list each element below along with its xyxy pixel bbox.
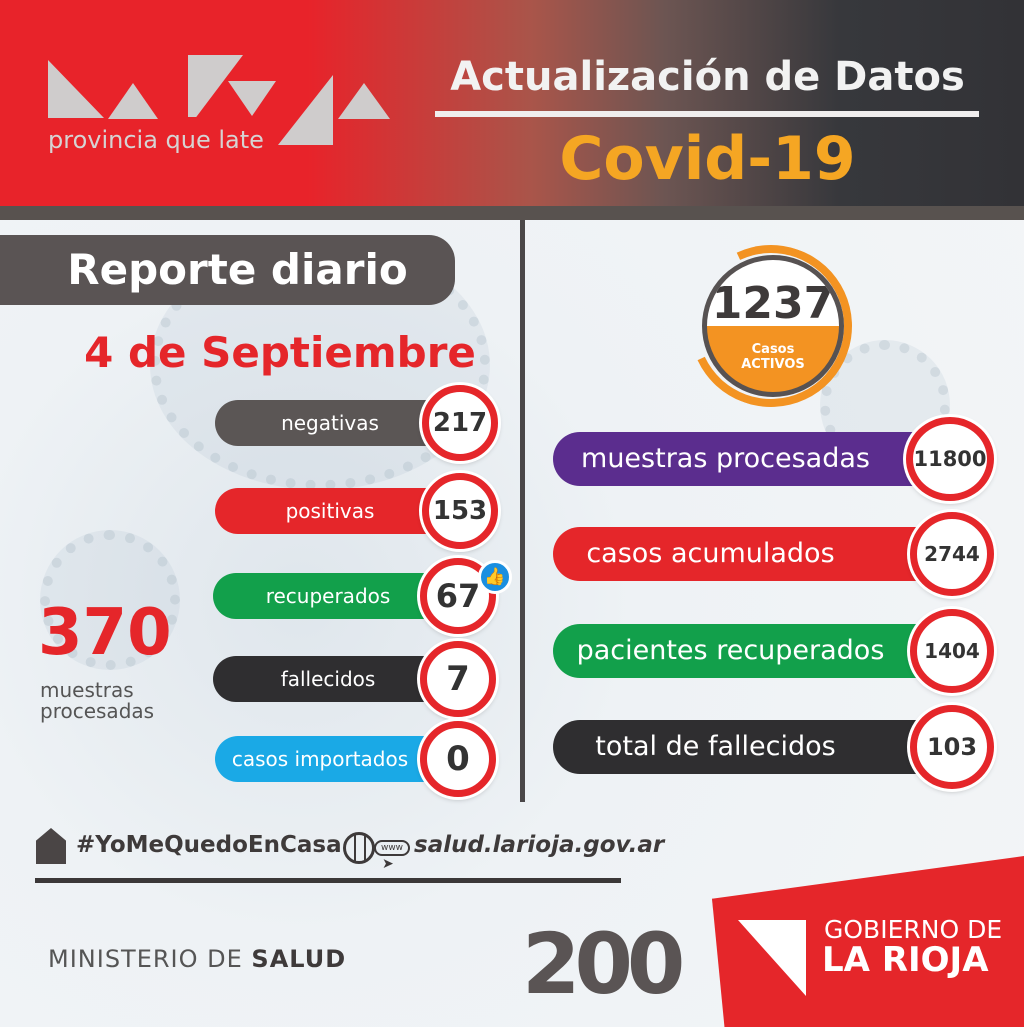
header-banner bbox=[0, 0, 1024, 206]
stat-casos-importados: casos importados bbox=[215, 736, 445, 782]
stat-value: 7 bbox=[420, 641, 496, 717]
ministry-bold: SALUD bbox=[251, 945, 347, 973]
total-casos-acumulados: casos acumulados bbox=[553, 527, 938, 581]
active-label-1: Casos bbox=[751, 342, 795, 357]
stat-label: total de fallecidos bbox=[595, 731, 836, 762]
active-label-2: ACTIVOS bbox=[741, 357, 805, 372]
footer-divider bbox=[35, 878, 621, 883]
stat-value: 217 bbox=[422, 385, 498, 461]
www-icon: www bbox=[374, 840, 410, 856]
stat-label: recuperados bbox=[265, 584, 391, 608]
stat-value: 2744 bbox=[910, 512, 994, 596]
stat-label: muestras procesadas bbox=[581, 443, 870, 474]
total-pacientes-recuperados: pacientes recuperados bbox=[553, 624, 938, 678]
total-muestras-procesadas: muestras procesadas bbox=[553, 432, 938, 486]
column-divider bbox=[520, 220, 525, 802]
total-fallecidos: total de fallecidos bbox=[553, 720, 938, 774]
stat-label: fallecidos bbox=[280, 667, 376, 691]
active-cases-badge: 1237 Casos ACTIVOS bbox=[702, 255, 844, 397]
la-rioja-logo bbox=[48, 55, 393, 145]
active-cases-label: Casos ACTIVOS bbox=[707, 342, 839, 372]
stat-value: 0 bbox=[420, 721, 496, 797]
subtitle: Covid-19 bbox=[559, 124, 856, 194]
stat-recuperados: recuperados bbox=[213, 573, 443, 619]
report-date: 4 de Septiembre bbox=[84, 328, 476, 377]
stat-label: positivas bbox=[285, 499, 375, 523]
stat-label: casos importados bbox=[231, 747, 409, 771]
government-line-1: GOBIERNO DE bbox=[824, 915, 1003, 944]
stat-value: 153 bbox=[422, 473, 498, 549]
stat-label: casos acumulados bbox=[586, 538, 835, 569]
daily-total-label: muestras procesadas bbox=[40, 678, 155, 723]
title-divider bbox=[435, 111, 979, 117]
stat-label: negativas bbox=[281, 411, 379, 435]
globe-icon bbox=[343, 832, 375, 864]
daily-report-heading: Reporte diario bbox=[0, 235, 455, 305]
thumbs-up-icon: 👍 bbox=[478, 560, 512, 594]
stat-value: 1404 bbox=[910, 609, 994, 693]
ministry-light: MINISTERIO DE bbox=[48, 945, 252, 973]
logo-tagline: provincia que late bbox=[48, 126, 264, 154]
stat-label: pacientes recuperados bbox=[576, 635, 885, 666]
active-cases-value: 1237 bbox=[711, 278, 835, 329]
stat-negativas: negativas bbox=[215, 400, 445, 446]
header-band bbox=[0, 206, 1024, 220]
stat-value: 11800 bbox=[906, 417, 994, 501]
daily-total-value: 370 bbox=[38, 596, 172, 670]
title: Actualización de Datos bbox=[450, 54, 965, 100]
stat-positivas: positivas bbox=[215, 488, 445, 534]
website-link[interactable]: salud.larioja.gov.ar bbox=[414, 832, 665, 858]
bicentennial-logo: 200 bbox=[522, 915, 685, 1013]
government-line-2: LA RIOJA bbox=[822, 940, 989, 980]
cursor-icon: ➤ bbox=[382, 856, 394, 872]
stat-value: 103 bbox=[910, 705, 994, 789]
stat-fallecidos: fallecidos bbox=[213, 656, 443, 702]
ministry-label: MINISTERIO DE SALUD bbox=[48, 945, 346, 973]
hashtag: #YoMeQuedoEnCasa bbox=[76, 832, 342, 858]
virus-decoration bbox=[40, 530, 180, 670]
